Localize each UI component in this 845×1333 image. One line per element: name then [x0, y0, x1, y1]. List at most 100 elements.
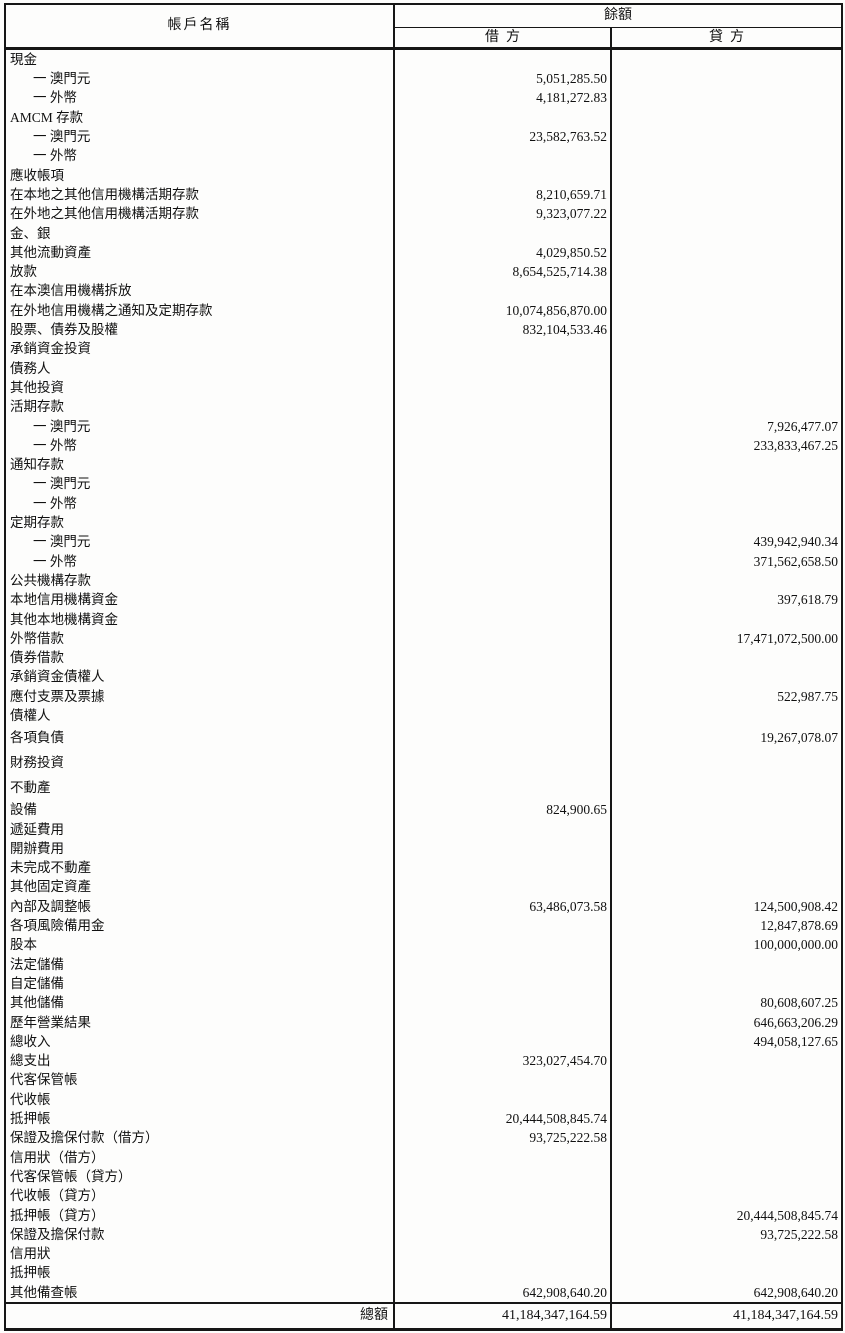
debit-amount [394, 974, 612, 994]
debit-amount [394, 281, 612, 301]
table-row: 應收帳項 [5, 165, 842, 186]
accounts-table: 帳戶名稱 餘額 借方 貸方 現金 一 澳門元 5,051,285.50 一 外幣… [4, 3, 843, 1332]
table-row: 股本 100,000,000.00 [5, 935, 842, 955]
credit-amount [611, 955, 842, 974]
account-name: 代客保管帳 [5, 1070, 395, 1090]
credit-amount: 646,663,206.29 [753, 1014, 838, 1030]
account-name: 抵押帳 [5, 1263, 395, 1283]
table-row: 一 外幣 [5, 146, 842, 166]
account-name: 信用狀（借方） [5, 1147, 395, 1168]
debit-amount [394, 648, 612, 668]
credit-amount [611, 750, 842, 775]
debit-amount [394, 1167, 612, 1187]
credit-amount [611, 648, 842, 667]
account-name: 在本地之其他信用機構活期存款 [5, 185, 395, 205]
debit-amount [394, 339, 612, 359]
account-name: 公共機構存款 [5, 571, 395, 591]
table-header: 帳戶名稱 餘額 借方 貸方 [5, 4, 842, 50]
debit-amount [394, 838, 612, 859]
table-row: 承銷資金投資 [5, 339, 842, 359]
table-row: 通知存款 [5, 455, 842, 475]
credit-amount [611, 282, 842, 301]
table-row: 一 外幣 4,181,272.83 [5, 88, 842, 108]
account-name: 放款 [5, 262, 395, 282]
table-body: 現金 一 澳門元 5,051,285.50 一 外幣 4,181,272.83 … [5, 48, 842, 1304]
total-credit: 41,184,347,164.59 [611, 1302, 842, 1330]
debit-amount [394, 725, 612, 751]
account-name: 債務人 [5, 358, 395, 379]
debit-amount [394, 358, 612, 379]
debit-header: 借方 [394, 27, 612, 50]
account-name: 外幣借款 [5, 628, 395, 649]
table-row: 各項風險備用金 12,847,878.69 [5, 916, 842, 936]
credit-amount [611, 494, 842, 513]
credit-amount: 371,562,658.50 [753, 553, 838, 569]
table-row: 其他固定資產 [5, 877, 842, 897]
credit-amount [611, 1128, 842, 1147]
credit-amount [611, 1090, 842, 1109]
credit-amount: 20,444,508,845.74 [736, 1207, 838, 1223]
table-row: 抵押帳 20,444,508,845.74 [5, 1109, 842, 1129]
debit-amount [394, 993, 612, 1013]
credit-amount [611, 146, 842, 165]
debit-amount: 8,210,659.71 [394, 185, 612, 205]
debit-amount [394, 378, 612, 398]
table-row: 總支出 323,027,454.70 [5, 1051, 842, 1071]
credit-amount [611, 1071, 842, 1090]
credit-amount [611, 1051, 842, 1070]
table-row: 代客保管帳（貸方） [5, 1167, 842, 1187]
account-name: 抵押帳 [5, 1109, 395, 1129]
debit-amount [394, 667, 612, 687]
account-name: 財務投資 [5, 750, 395, 776]
account-name: 在外地之其他信用機構活期存款 [5, 204, 395, 224]
credit-amount: 494,058,127.65 [753, 1033, 838, 1049]
credit-amount: 233,833,467.25 [753, 437, 838, 453]
credit-amount [611, 668, 842, 687]
debit-amount [394, 1012, 612, 1032]
credit-amount [611, 706, 842, 725]
total-label: 總額 [5, 1302, 395, 1330]
credit-amount: 93,725,222.58 [760, 1226, 838, 1242]
credit-amount [611, 1167, 842, 1186]
table-row: 其他儲備 80,608,607.25 [5, 993, 842, 1013]
account-name: 股本 [5, 935, 395, 955]
debit-amount [394, 455, 612, 475]
credit-amount: 642,908,640.20 [753, 1284, 838, 1300]
credit-amount [611, 301, 842, 320]
table-row: 一 外幣 233,833,467.25 [5, 435, 842, 456]
credit-amount [611, 513, 842, 532]
account-name: 承銷資金投資 [5, 339, 395, 359]
debit-amount [394, 819, 612, 839]
debit-amount [394, 1070, 612, 1090]
table-row: 在本澳信用機構拆放 [5, 281, 842, 301]
account-name: 代客保管帳（貸方） [5, 1167, 395, 1187]
account-name: 現金 [5, 48, 395, 70]
table-row: 其他本地機構資金 [5, 609, 842, 629]
table-row: 抵押帳 [5, 1263, 842, 1283]
table-row: 信用狀（借方） [5, 1147, 842, 1168]
credit-amount [611, 571, 842, 590]
debit-amount [394, 48, 612, 70]
debit-amount [394, 165, 612, 186]
debit-amount: 824,900.65 [394, 800, 612, 820]
credit-amount: 522,987.75 [777, 688, 838, 704]
debit-amount [394, 513, 612, 533]
credit-amount [611, 839, 842, 858]
debit-amount [394, 1186, 612, 1206]
debit-amount [394, 1089, 612, 1110]
credit-amount [611, 610, 842, 629]
table-row: 一 澳門元 23,582,763.52 [5, 127, 842, 147]
account-name: 一 澳門元 [5, 474, 395, 494]
credit-amount [611, 1148, 842, 1167]
table-row: 一 外幣 371,562,658.50 [5, 551, 842, 572]
account-name: 信用狀 [5, 1244, 395, 1264]
credit-amount: 100,000,000.00 [753, 937, 838, 953]
credit-amount [611, 339, 842, 358]
debit-amount: 323,027,454.70 [394, 1051, 612, 1071]
credit-amount [611, 974, 842, 993]
debit-amount [394, 1147, 612, 1168]
debit-amount: 9,323,077.22 [394, 204, 612, 224]
account-name: 應收帳項 [5, 165, 395, 186]
table-footer: 總額 41,184,347,164.59 41,184,347,164.59 [5, 1302, 842, 1330]
